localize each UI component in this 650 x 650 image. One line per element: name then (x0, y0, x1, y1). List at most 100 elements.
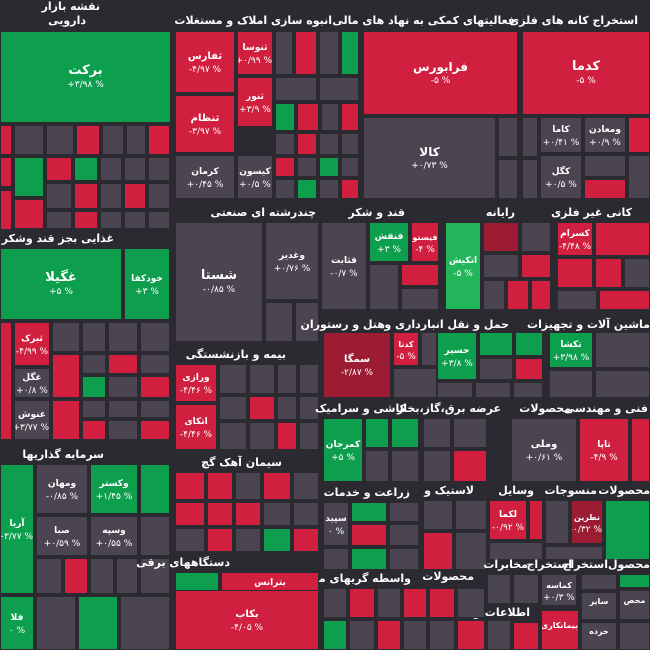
ticker-cell-unlabeled[interactable] (365, 418, 389, 448)
ticker-cell-unlabeled[interactable] (108, 376, 138, 398)
ticker-cell-unlabeled[interactable] (483, 222, 519, 252)
ticker-cell-unlabeled[interactable] (483, 280, 505, 310)
ticker-cell-unlabeled[interactable] (175, 472, 205, 500)
ticker-cell-unlabeled[interactable] (401, 288, 439, 310)
ticker-cell-unlabeled[interactable] (275, 179, 295, 199)
ticker-cell-unlabeled[interactable] (108, 354, 138, 374)
ticker-cell-unlabeled[interactable] (82, 420, 106, 440)
ticker-cell-unlabeled[interactable] (207, 528, 233, 552)
ticker-cell-unlabeled[interactable] (341, 133, 359, 155)
ticker-cell[interactable]: کدنا % ۵- (393, 332, 419, 366)
ticker-cell-unlabeled[interactable] (515, 332, 543, 356)
ticker-cell[interactable]: وسپه % ۰/۵۵+ (90, 516, 138, 556)
ticker-cell-unlabeled[interactable] (487, 574, 511, 604)
ticker-cell[interactable]: بکاب % ۴/۰۵- (175, 590, 319, 650)
ticker-cell-unlabeled[interactable] (595, 332, 650, 368)
ticker-cell-unlabeled[interactable] (297, 157, 317, 177)
ticker-cell-unlabeled[interactable] (108, 420, 138, 440)
ticker-cell-unlabeled[interactable] (619, 574, 650, 588)
ticker-cell-unlabeled[interactable] (351, 524, 387, 546)
ticker-cell-unlabeled[interactable] (341, 31, 359, 75)
ticker-cell[interactable]: قثابت % ۰/۷- (321, 222, 367, 310)
ticker-cell-unlabeled[interactable] (235, 472, 261, 500)
ticker-cell-unlabeled[interactable] (365, 450, 389, 482)
ticker-cell-unlabeled[interactable] (148, 157, 170, 181)
ticker-cell-unlabeled[interactable] (515, 358, 543, 380)
ticker-cell-unlabeled[interactable] (14, 157, 44, 197)
ticker-cell-unlabeled[interactable] (599, 290, 650, 310)
ticker-cell-unlabeled[interactable] (219, 364, 247, 394)
ticker-cell-unlabeled[interactable] (391, 450, 419, 482)
ticker-cell-unlabeled[interactable] (429, 620, 455, 650)
ticker-cell[interactable]: کگل % ۰/۵+ (540, 155, 582, 199)
ticker-cell-unlabeled[interactable] (581, 574, 617, 590)
ticker-cell-unlabeled[interactable] (74, 211, 98, 229)
ticker-cell-unlabeled[interactable] (235, 502, 261, 526)
ticker-cell-unlabeled[interactable] (549, 370, 593, 398)
ticker-cell-unlabeled[interactable] (108, 400, 138, 418)
ticker-cell-unlabeled[interactable] (479, 332, 513, 356)
ticker-cell[interactable]: کاما % ۰/۴۱+ (540, 117, 582, 153)
ticker-cell-unlabeled[interactable] (140, 420, 170, 440)
ticker-cell-unlabeled[interactable] (391, 418, 419, 448)
ticker-cell[interactable]: غگل % ۰/۸+ (14, 368, 50, 398)
ticker-cell[interactable]: خودکفا % ۳+ (124, 248, 170, 320)
ticker-cell-unlabeled[interactable] (46, 211, 72, 229)
ticker-cell-unlabeled[interactable] (124, 183, 146, 209)
ticker-cell-unlabeled[interactable] (0, 157, 12, 187)
ticker-cell-unlabeled[interactable] (584, 179, 626, 199)
ticker-cell-unlabeled[interactable] (120, 596, 170, 650)
ticker-cell-unlabeled[interactable] (389, 548, 419, 570)
ticker-cell-unlabeled[interactable] (102, 125, 124, 155)
ticker-cell-unlabeled[interactable] (0, 125, 12, 155)
ticker-cell[interactable]: اتکای % ۴/۴۶- (175, 404, 217, 450)
ticker-cell[interactable]: ثنور % ۳/۹+ (237, 77, 273, 127)
ticker-cell-unlabeled[interactable] (299, 396, 319, 420)
ticker-cell-unlabeled[interactable] (319, 133, 339, 155)
ticker-cell[interactable]: غگیلا % ۵+ (0, 248, 122, 320)
ticker-cell-unlabeled[interactable] (628, 155, 650, 199)
ticker-cell[interactable]: کمرجان % ۵+ (323, 418, 363, 482)
ticker-cell[interactable]: محص (619, 590, 650, 620)
ticker-cell-unlabeled[interactable] (52, 400, 80, 440)
ticker-cell-unlabeled[interactable] (584, 155, 626, 177)
ticker-cell-unlabeled[interactable] (498, 117, 518, 157)
ticker-cell-unlabeled[interactable] (148, 125, 170, 155)
ticker-cell-unlabeled[interactable] (595, 222, 650, 256)
ticker-cell-unlabeled[interactable] (529, 500, 543, 540)
ticker-cell[interactable]: وملی % ۰/۶۱+ (511, 418, 577, 482)
ticker-cell[interactable]: کماسه % ۰/۳+ (541, 574, 577, 606)
ticker-cell-unlabeled[interactable] (249, 364, 275, 394)
ticker-cell-unlabeled[interactable] (293, 472, 319, 500)
ticker-cell-unlabeled[interactable] (293, 528, 319, 552)
ticker-cell[interactable]: سپید % ۰ (323, 502, 349, 546)
ticker-cell-unlabeled[interactable] (116, 558, 138, 594)
ticker-cell-unlabeled[interactable] (545, 500, 569, 544)
ticker-cell-unlabeled[interactable] (275, 77, 317, 101)
ticker-cell-unlabeled[interactable] (498, 159, 518, 199)
ticker-cell-unlabeled[interactable] (605, 500, 650, 560)
ticker-cell[interactable]: فرابورس % ۵- (363, 31, 518, 115)
ticker-cell[interactable]: کرمان % ۰/۴۵+ (175, 155, 235, 199)
ticker-cell-unlabeled[interactable] (148, 211, 170, 229)
ticker-cell-unlabeled[interactable] (82, 400, 106, 418)
ticker-cell-unlabeled[interactable] (263, 472, 291, 500)
ticker-cell-unlabeled[interactable] (263, 528, 291, 552)
ticker-cell-unlabeled[interactable] (275, 31, 293, 75)
ticker-cell-unlabeled[interactable] (321, 103, 339, 131)
ticker-cell[interactable]: فلا % ۰ (0, 596, 34, 650)
ticker-cell-unlabeled[interactable] (295, 31, 317, 75)
ticker-cell-unlabeled[interactable] (389, 502, 419, 522)
ticker-cell-unlabeled[interactable] (297, 103, 319, 131)
ticker-cell-unlabeled[interactable] (557, 258, 593, 288)
ticker-cell-unlabeled[interactable] (377, 620, 401, 650)
ticker-cell-unlabeled[interactable] (457, 620, 485, 650)
ticker-cell-unlabeled[interactable] (423, 418, 451, 448)
ticker-cell[interactable]: بیمانکاری (541, 610, 579, 650)
ticker-cell-unlabeled[interactable] (219, 396, 247, 420)
ticker-cell-unlabeled[interactable] (341, 179, 359, 199)
ticker-cell[interactable]: قنقش % ۳+ (369, 222, 409, 262)
ticker-cell-unlabeled[interactable] (521, 222, 551, 252)
ticker-cell-unlabeled[interactable] (140, 354, 170, 374)
ticker-cell-unlabeled[interactable] (323, 588, 347, 618)
